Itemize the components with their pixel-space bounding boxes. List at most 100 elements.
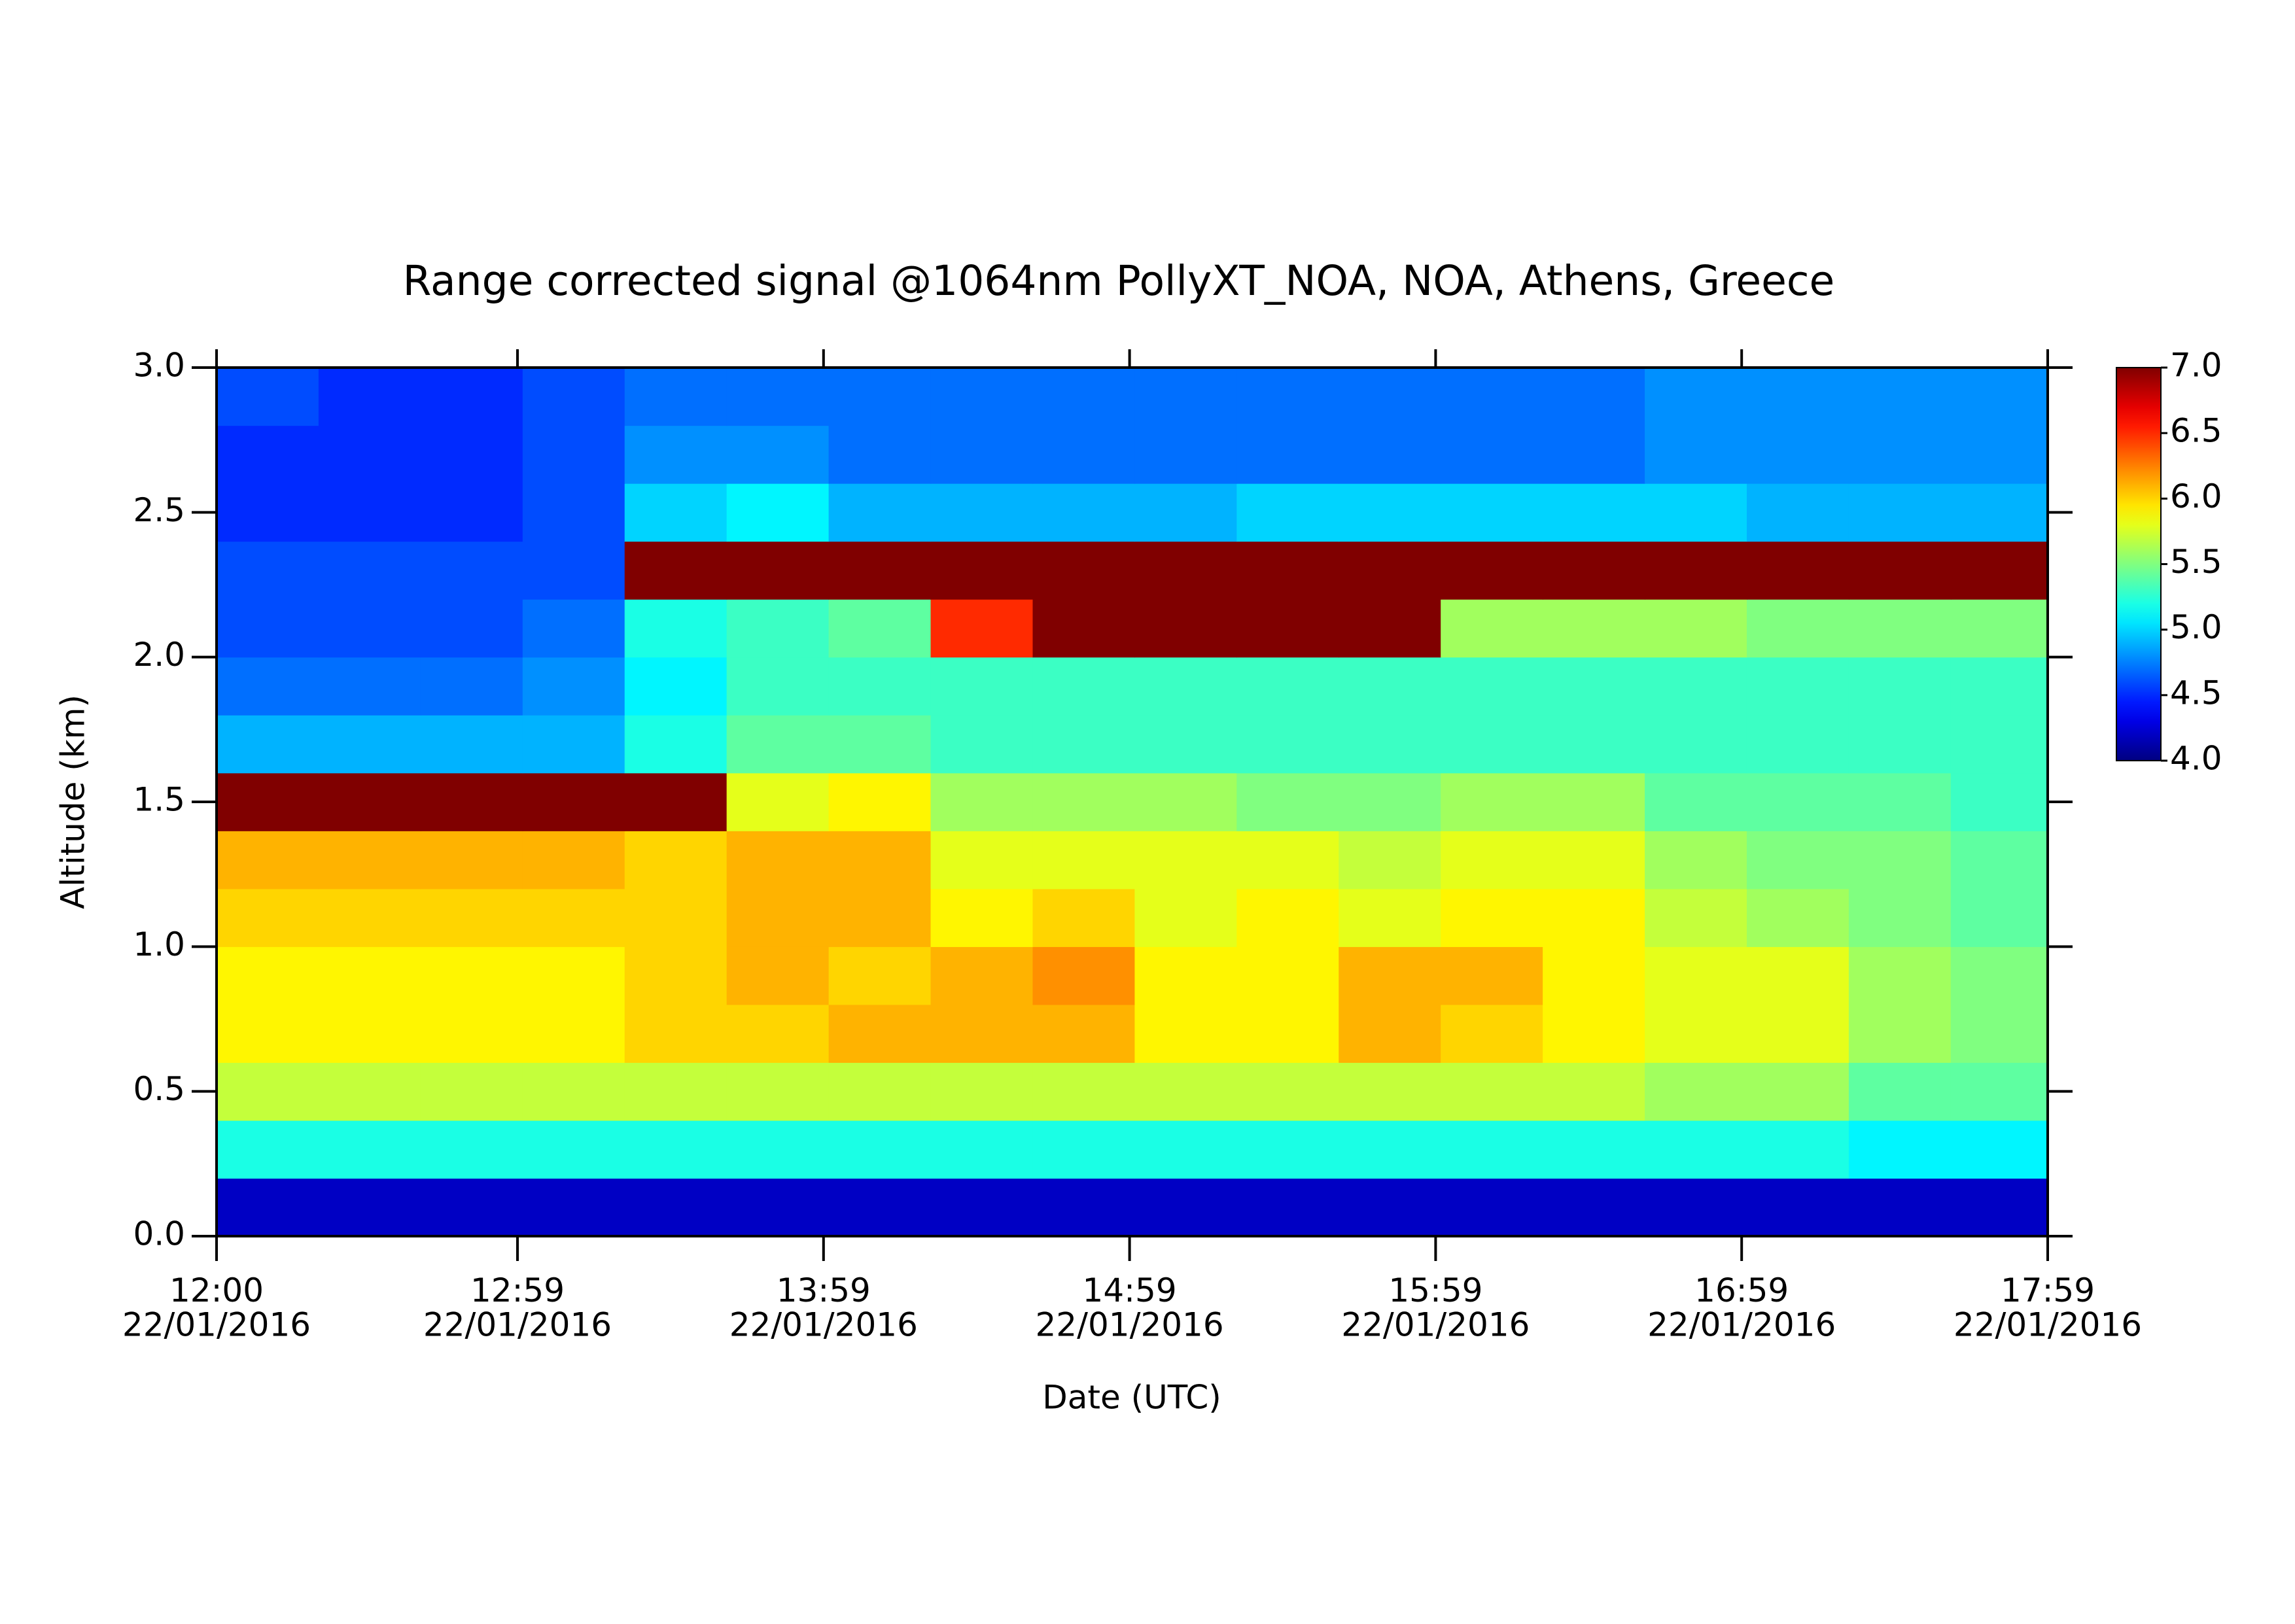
heatmap-cell	[217, 599, 319, 658]
heatmap-cell	[930, 1062, 1034, 1121]
heatmap-cell	[318, 1004, 421, 1063]
heatmap-cell	[624, 1062, 727, 1121]
colorbar-tick-label: 6.0	[2170, 477, 2222, 515]
heatmap-cell	[522, 599, 625, 658]
heatmap-cell	[1645, 483, 1747, 542]
heatmap-cell	[1339, 541, 1441, 600]
heatmap-cell	[930, 1004, 1034, 1063]
heatmap-cell	[318, 425, 421, 484]
heatmap-cell	[1746, 368, 1849, 426]
heatmap-cell	[1645, 657, 1747, 716]
colorbar	[2116, 367, 2162, 761]
heatmap-cell	[1032, 1120, 1135, 1179]
heatmap-cell	[1441, 368, 1543, 426]
heatmap-cell	[1848, 1004, 1952, 1063]
heatmap-cell	[726, 888, 830, 947]
heatmap-cell	[420, 483, 523, 542]
heatmap-cell	[1441, 1062, 1543, 1121]
heatmap-cell	[1746, 946, 1849, 1005]
heatmap-cell	[930, 888, 1034, 947]
heatmap-cell	[1543, 831, 1645, 890]
heatmap-cell	[217, 946, 319, 1005]
heatmap-cell	[1645, 831, 1747, 890]
heatmap-cell	[1032, 483, 1135, 542]
heatmap-cell	[318, 1178, 421, 1237]
heatmap-cell	[318, 772, 421, 831]
heatmap-cell	[1746, 888, 1849, 947]
x-tick-label: 15:59 22/01/2016	[1341, 1271, 1530, 1344]
heatmap-cell	[1543, 599, 1645, 658]
heatmap-cell	[1236, 657, 1339, 716]
heatmap-cell	[522, 1004, 625, 1063]
heatmap-cell	[420, 599, 523, 658]
heatmap-cell	[1746, 425, 1849, 484]
heatmap-cell	[217, 483, 319, 542]
heatmap-cell	[1032, 541, 1135, 600]
heatmap-cell	[1848, 1178, 1952, 1237]
heatmap-cell	[1950, 715, 2048, 774]
heatmap-cell	[217, 888, 319, 947]
heatmap-cell	[1339, 425, 1441, 484]
heatmap-cell	[1543, 541, 1645, 600]
heatmap-cell	[522, 1120, 625, 1179]
heatmap-cell	[1441, 1004, 1543, 1063]
heatmap-cell	[828, 1120, 932, 1179]
heatmap-cell	[1134, 1120, 1237, 1179]
heatmap-cell	[726, 1062, 830, 1121]
heatmap-cell	[1848, 425, 1952, 484]
heatmap-cell	[1032, 599, 1135, 658]
x-axis-label: Date (UTC)	[1042, 1379, 1221, 1417]
heatmap-cell	[217, 772, 319, 831]
x-tick-label: 12:59 22/01/2016	[423, 1271, 612, 1344]
heatmap-cell	[1032, 1178, 1135, 1237]
heatmap-cell	[726, 1004, 830, 1063]
heatmap-cell	[1950, 425, 2048, 484]
x-tick-label: 16:59 22/01/2016	[1647, 1271, 1836, 1344]
heatmap-cell	[726, 657, 830, 716]
heatmap-cell	[828, 1178, 932, 1237]
heatmap-cell	[1236, 599, 1339, 658]
heatmap-cell	[1032, 772, 1135, 831]
heatmap-cell	[1134, 368, 1237, 426]
heatmap-cell	[1848, 1062, 1952, 1121]
heatmap-cell	[1032, 425, 1135, 484]
heatmap-cell	[726, 1178, 830, 1237]
heatmap-cell	[1236, 368, 1339, 426]
heatmap-cell	[1032, 368, 1135, 426]
heatmap-cell	[1543, 888, 1645, 947]
heatmap-cell	[624, 1120, 727, 1179]
heatmap-cell	[930, 1178, 1034, 1237]
heatmap-cell	[1236, 1178, 1339, 1237]
y-axis-label: Altitude (km)	[54, 695, 92, 909]
heatmap-cell	[1134, 715, 1237, 774]
heatmap-cell	[624, 1178, 727, 1237]
heatmap-cell	[930, 425, 1034, 484]
heatmap-cell	[1848, 888, 1952, 947]
heatmap-cell	[522, 657, 625, 716]
heatmap-cell	[318, 541, 421, 600]
heatmap-cell	[1441, 715, 1543, 774]
heatmap-cell	[318, 946, 421, 1005]
heatmap-cell	[828, 946, 932, 1005]
colorbar-tick-label: 6.5	[2170, 412, 2222, 450]
heatmap-cell	[1441, 946, 1543, 1005]
heatmap-cell	[624, 715, 727, 774]
heatmap-cell	[1339, 772, 1441, 831]
heatmap-cell	[624, 831, 727, 890]
y-tick-label: 3.0	[133, 347, 185, 385]
heatmap-cell	[1746, 831, 1849, 890]
heatmap-cell	[217, 541, 319, 600]
colorbar-tick-label: 4.0	[2170, 740, 2222, 778]
heatmap-cell	[1543, 483, 1645, 542]
heatmap-cell	[522, 483, 625, 542]
heatmap-cell	[1134, 946, 1237, 1005]
heatmap-cell	[1543, 368, 1645, 426]
heatmap-cell	[318, 657, 421, 716]
x-tick-label: 12:00 22/01/2016	[122, 1271, 311, 1344]
heatmap-cell	[828, 599, 932, 658]
colorbar-tick-label: 4.5	[2170, 674, 2222, 712]
heatmap-cell	[726, 541, 830, 600]
heatmap-cell	[1746, 483, 1849, 542]
heatmap-cell	[1848, 1120, 1952, 1179]
